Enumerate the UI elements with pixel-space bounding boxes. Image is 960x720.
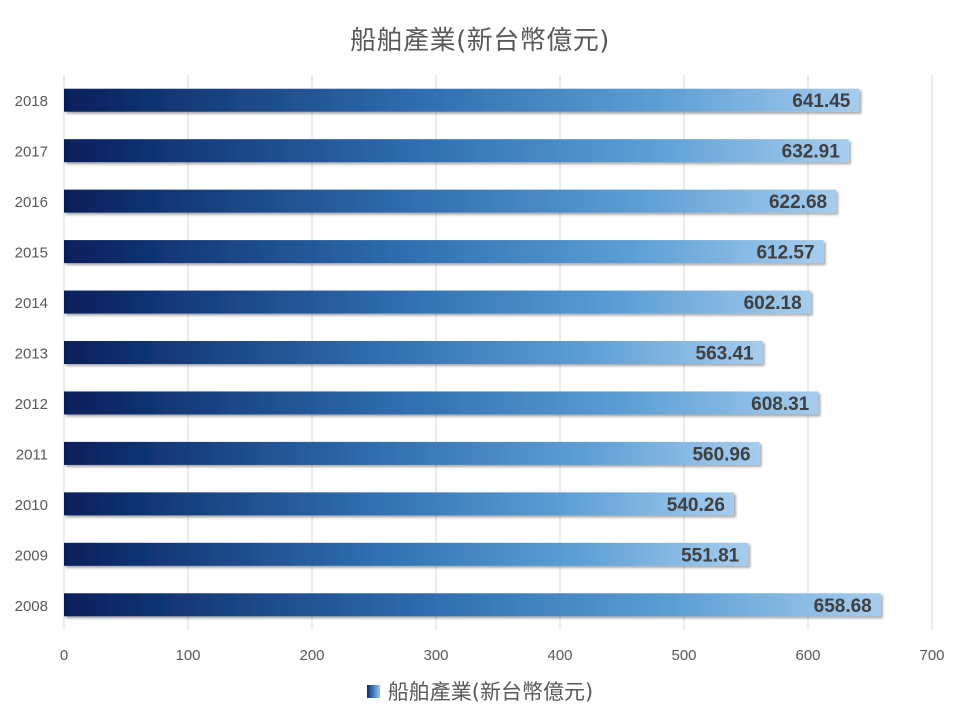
- y-tick-label: 2012: [15, 396, 48, 413]
- y-tick-label: 2011: [16, 446, 48, 463]
- data-label: 612.57: [756, 243, 814, 264]
- bars: [64, 88, 881, 617]
- y-tick-label: 2013: [15, 346, 48, 363]
- legend: 船舶產業(新台幣億元): [0, 676, 960, 706]
- data-label: 622.68: [769, 192, 827, 213]
- data-label: 551.81: [681, 545, 740, 566]
- data-label: 560.96: [692, 444, 750, 465]
- x-axis-labels: 0 100 200 300 400 500 600 700: [60, 647, 945, 664]
- data-label: 602.18: [744, 293, 802, 314]
- data-label: 632.91: [782, 142, 841, 163]
- data-label: 608.31: [751, 394, 810, 415]
- legend-label: 船舶產業(新台幣億元): [387, 680, 594, 704]
- x-tick-label: 700: [919, 647, 944, 664]
- x-tick-label: 100: [175, 647, 200, 664]
- x-tick-label: 500: [671, 647, 696, 664]
- bar: [64, 542, 749, 566]
- bar: [64, 593, 881, 617]
- data-label: 563.41: [696, 344, 755, 365]
- data-labels: 641.45 632.91 622.68 612.57 602.18 563.41 608.…: [667, 91, 872, 617]
- y-tick-label: 2014: [15, 295, 48, 312]
- y-tick-label: 2009: [15, 547, 48, 564]
- bar: [64, 189, 837, 213]
- data-label: 641.45: [792, 91, 851, 112]
- bar: [64, 341, 763, 364]
- bar: [64, 391, 819, 415]
- bar: [64, 139, 849, 163]
- x-tick-label: 200: [299, 647, 324, 664]
- bar: [64, 290, 811, 314]
- y-tick-label: 2018: [15, 93, 48, 110]
- x-tick-label: 300: [423, 647, 448, 664]
- x-tick-label: 0: [60, 647, 68, 664]
- bar: [64, 492, 734, 516]
- y-tick-label: 2010: [15, 497, 48, 514]
- data-label: 658.68: [814, 596, 872, 617]
- y-axis-labels: 2018 2017 2016 2015 2014 2013 2012 2011 2010 2009…: [15, 93, 48, 615]
- data-label: 540.26: [667, 495, 725, 516]
- y-tick-label: 2015: [15, 245, 48, 262]
- y-tick-label: 2017: [15, 144, 48, 161]
- y-tick-label: 2008: [15, 598, 48, 615]
- legend-swatch: [366, 685, 380, 698]
- y-tick-label: 2016: [15, 194, 48, 211]
- x-tick-label: 600: [795, 647, 820, 664]
- x-tick-label: 400: [547, 647, 572, 664]
- bar: [64, 441, 760, 465]
- chart-title: 船舶產業(新台幣億元): [350, 26, 610, 56]
- bar: [64, 240, 824, 264]
- bar: [64, 88, 860, 112]
